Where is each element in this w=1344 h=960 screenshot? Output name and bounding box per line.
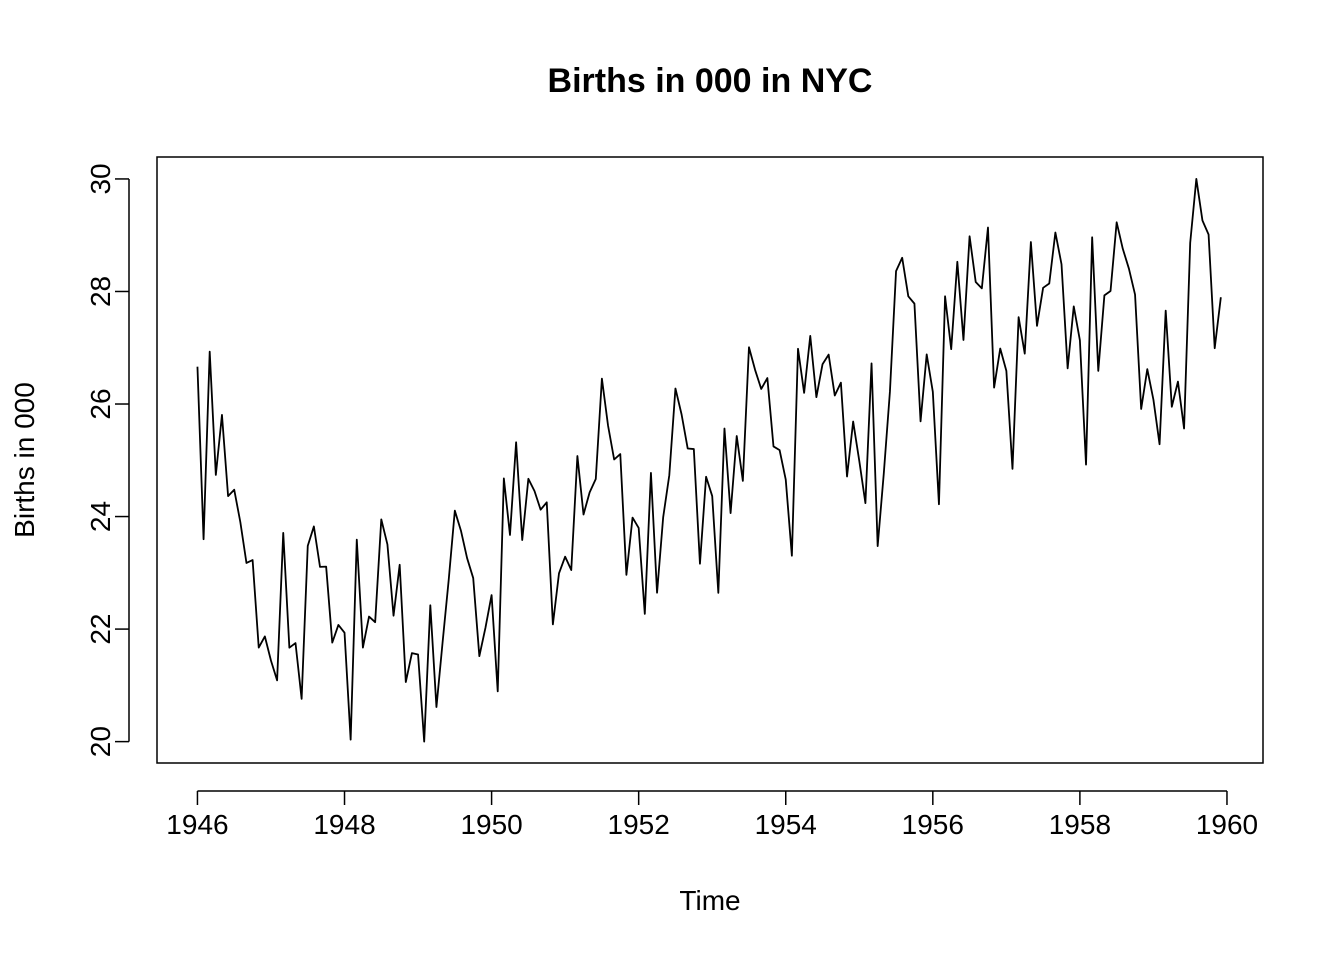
x-tick-label: 1952: [608, 809, 670, 840]
x-tick-label: 1954: [755, 809, 817, 840]
x-tick-label: 1948: [313, 809, 375, 840]
series-line: [196, 178, 1222, 743]
y-tick-label: 22: [85, 614, 116, 645]
x-tick-label: 1950: [460, 809, 522, 840]
x-tick-label: 1956: [902, 809, 964, 840]
y-tick-label: 30: [85, 163, 116, 194]
y-tick-label: 20: [85, 726, 116, 757]
x-axis: 1946 1948 1950 1952 1954 1956 1958 1960: [166, 790, 1258, 840]
x-tick-label: 1958: [1049, 809, 1111, 840]
x-tick-label: 1960: [1196, 809, 1258, 840]
y-tick-label: 24: [85, 501, 116, 532]
series-layer: [196, 178, 1222, 743]
y-tick-label: 26: [85, 388, 116, 419]
y-axis-label: Births in 000: [9, 382, 40, 538]
plot-frame: [156, 156, 1264, 764]
chart-title: Births in 000 in NYC: [548, 62, 873, 100]
x-tick-label: 1946: [166, 809, 228, 840]
y-tick-label: 28: [85, 276, 116, 307]
x-axis-label: Time: [679, 885, 740, 916]
y-axis: 20 22 24 26 28 30: [85, 163, 130, 757]
